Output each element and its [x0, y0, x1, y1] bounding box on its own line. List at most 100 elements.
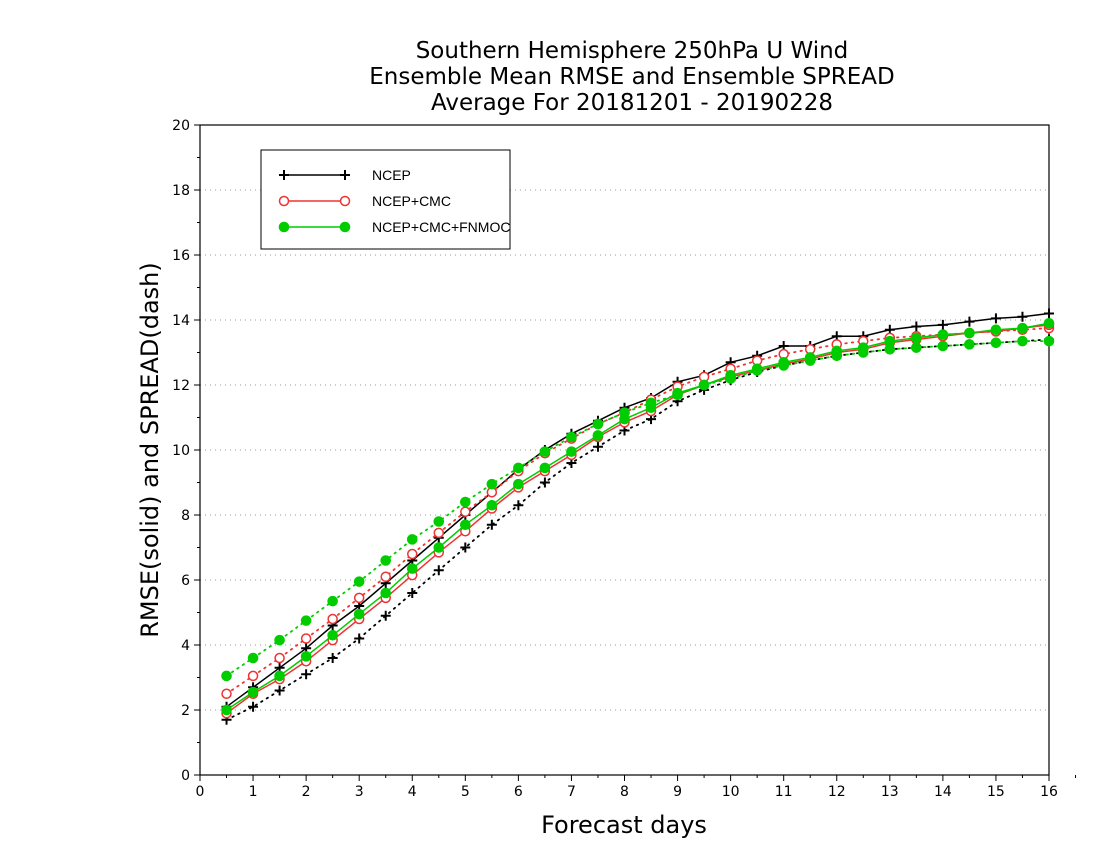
x-tick-label: 14 — [934, 784, 952, 800]
rmse-point — [804, 352, 816, 363]
spread-point — [221, 670, 232, 682]
spread-point — [486, 519, 497, 530]
spread-point — [513, 462, 524, 474]
rmse-point — [592, 430, 604, 441]
spread-point — [301, 669, 312, 680]
legend-marker — [340, 170, 350, 180]
rmse-point — [566, 446, 577, 457]
spread-point — [380, 555, 392, 566]
spread-line — [225, 327, 1050, 695]
rmse-point — [1044, 308, 1054, 319]
x-tick-label: 1 — [249, 784, 258, 800]
spread-point — [964, 339, 975, 350]
spread-point — [274, 634, 285, 646]
x-tick-label: 3 — [355, 784, 364, 800]
rmse-point — [645, 402, 657, 414]
rmse-point — [513, 478, 524, 490]
spread-point — [327, 595, 338, 607]
x-tick-label: 5 — [461, 784, 470, 800]
rmse-line — [226, 322, 1050, 711]
legend-label: NCEP — [372, 167, 411, 183]
legend-marker — [339, 195, 351, 207]
legend-marker — [279, 170, 289, 180]
rmse-point — [725, 369, 736, 381]
rmse-point — [990, 324, 1002, 336]
y-tick-label: 0 — [181, 768, 190, 784]
spread-point — [539, 477, 550, 488]
x-tick-label: 2 — [302, 784, 311, 800]
spread-point — [221, 688, 232, 699]
x-tick-label: 0 — [196, 784, 205, 800]
x-tick-label: 12 — [828, 784, 846, 800]
series-3 — [221, 317, 1055, 716]
spread-point — [406, 534, 418, 545]
y-tick-label: 18 — [172, 183, 190, 199]
spread-point — [407, 588, 418, 598]
x-tick-label: 11 — [775, 784, 793, 800]
y-axis: 0 2 4 6 8 10 12 14 16 18 20 — [172, 118, 200, 784]
rmse-point — [380, 587, 392, 599]
spread-point — [327, 613, 338, 625]
rmse-point — [831, 345, 843, 357]
spread-point — [566, 431, 577, 443]
spread-point — [433, 516, 445, 527]
spread-point — [486, 478, 498, 490]
x-axis: 0 1 2 3 4 5 6 7 8 9 10 11 12 13 14 15 16 — [196, 775, 1077, 800]
rmse-point — [327, 629, 338, 641]
spread-point — [592, 418, 604, 430]
rmse-point — [672, 387, 683, 399]
spread-point — [327, 653, 338, 663]
x-tick-label: 9 — [673, 784, 682, 800]
y-tick-label: 8 — [181, 508, 190, 524]
rmse-line — [226, 312, 1050, 708]
spread-line — [225, 338, 1050, 721]
y-tick-label: 10 — [172, 443, 190, 459]
x-tick-label: 16 — [1040, 784, 1058, 800]
spread-point — [911, 342, 922, 353]
series-1 — [221, 308, 1054, 725]
y-tick-label: 16 — [172, 248, 190, 264]
legend-item: NCEP+CMC+FNMOC — [278, 219, 510, 235]
legend-marker — [278, 195, 290, 207]
rmse-point — [990, 313, 1001, 324]
rmse-point — [433, 542, 445, 553]
spread-point — [990, 337, 1002, 349]
title-line-3: Average For 20181201 - 20190228 — [431, 90, 833, 116]
series-2 — [221, 319, 1055, 719]
rmse-point — [964, 327, 975, 339]
x-tick-label: 15 — [987, 784, 1005, 800]
x-tick-label: 10 — [722, 784, 740, 800]
spread-point — [460, 542, 471, 553]
spread-point — [353, 576, 365, 587]
spread-point — [433, 565, 444, 576]
rmse-point — [778, 356, 789, 368]
series-group — [221, 308, 1055, 725]
spread-point — [539, 446, 551, 457]
rmse-point — [937, 319, 948, 330]
chart-title: Southern Hemisphere 250hPa U WindEnsembl… — [369, 38, 894, 116]
legend-item: NCEP+CMC — [278, 193, 451, 209]
title-line-1: Southern Hemisphere 250hPa U Wind — [416, 38, 849, 64]
rmse-point — [539, 462, 551, 474]
y-axis-label: RMSE(solid) and SPREAD(dash) — [136, 262, 164, 638]
rmse-point — [964, 316, 975, 327]
rmse-point — [247, 686, 259, 698]
y-tick-label: 12 — [172, 378, 190, 394]
y-tick-label: 6 — [181, 573, 190, 589]
rmse-point — [1017, 311, 1028, 322]
rmse-point — [937, 329, 949, 340]
spread-point — [1043, 335, 1055, 347]
legend-item: NCEP — [279, 167, 411, 183]
rmse-point — [353, 608, 365, 620]
spread-point — [937, 340, 949, 352]
rmse-point — [911, 321, 922, 332]
grid — [200, 189, 1049, 711]
rmse-point — [221, 704, 232, 716]
rmse-point — [486, 499, 498, 511]
spread-point — [513, 500, 524, 511]
rmse-point — [911, 332, 922, 344]
spread-point — [353, 592, 365, 604]
spread-point — [433, 527, 445, 539]
x-tick-label: 8 — [620, 784, 629, 800]
x-tick-label: 6 — [514, 784, 523, 800]
